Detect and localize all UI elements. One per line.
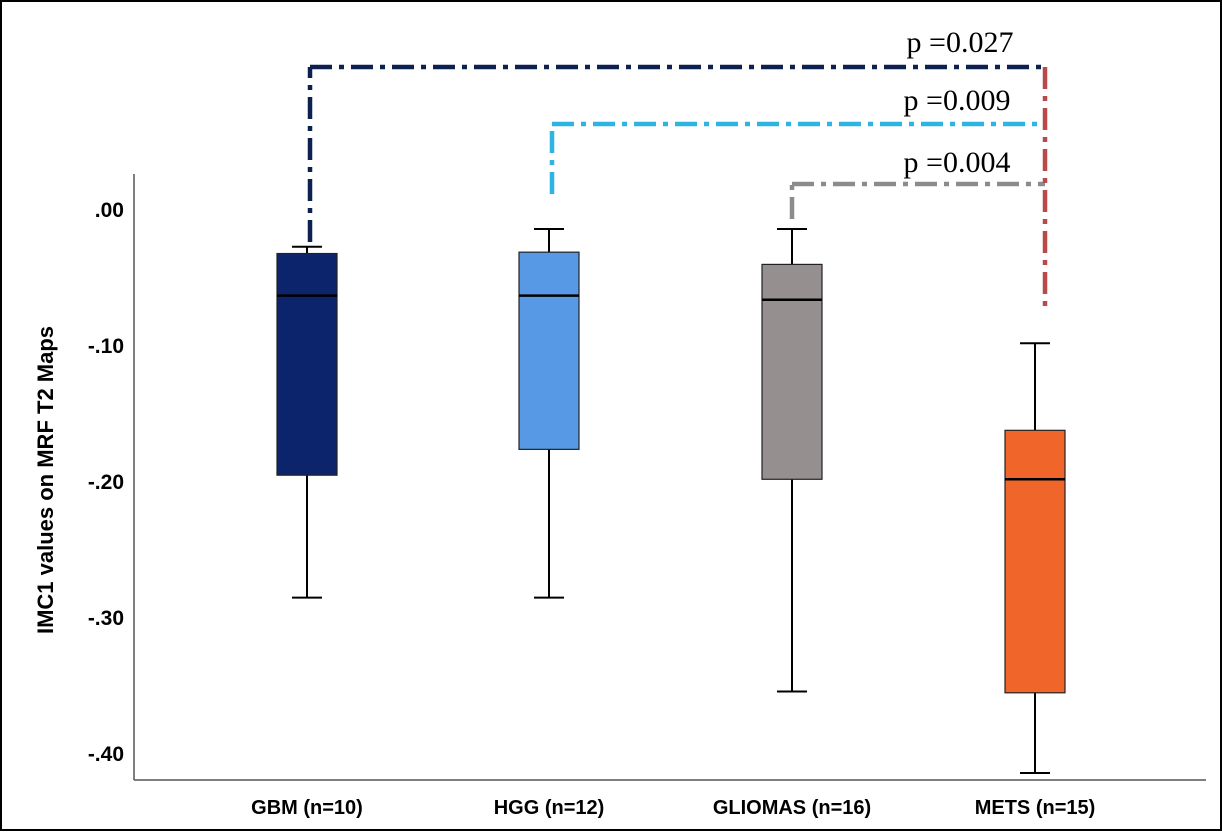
category-labels: GBM (n=10) HGG (n=12) GLIOMAS (n=16) METS (… — [251, 797, 1095, 819]
box-gliomas — [761, 228, 823, 693]
iqr-box — [518, 251, 580, 450]
box-mets — [1004, 342, 1066, 775]
p-value-label: p =0.009 — [904, 84, 1011, 117]
y-axis: .00 -.10 -.20 -.30 -.40 — [88, 174, 135, 780]
p-value-label: p =0.004 — [904, 146, 1011, 179]
comparison-3: p =0.004 — [789, 146, 1045, 219]
p-value-label: p =0.027 — [907, 26, 1014, 59]
iqr-box — [1004, 429, 1066, 694]
category-label: METS (n=15) — [975, 797, 1096, 819]
iqr-box — [761, 263, 823, 480]
y-axis-title: IMC1 values on MRF T2 Maps — [33, 326, 58, 634]
y-tick-label: .00 — [95, 199, 124, 222]
category-label: HGG (n=12) — [494, 797, 605, 819]
box-group-layer — [276, 228, 1066, 775]
comparison-1: p =0.027 — [307, 26, 1045, 242]
y-tick-label: -.30 — [88, 607, 124, 630]
comparison-2: p =0.009 — [549, 84, 1045, 194]
box-hgg — [518, 228, 580, 599]
significance-brackets: p =0.027 p =0.009 p =0.004 — [307, 26, 1048, 307]
y-tick-label: -.40 — [88, 743, 124, 766]
y-tick-label: -.20 — [88, 471, 124, 494]
box-gbm — [276, 245, 338, 599]
y-tick-label: -.10 — [88, 335, 124, 358]
category-label: GBM (n=10) — [251, 797, 363, 819]
iqr-box — [276, 252, 338, 476]
category-label: GLIOMAS (n=16) — [713, 797, 871, 819]
